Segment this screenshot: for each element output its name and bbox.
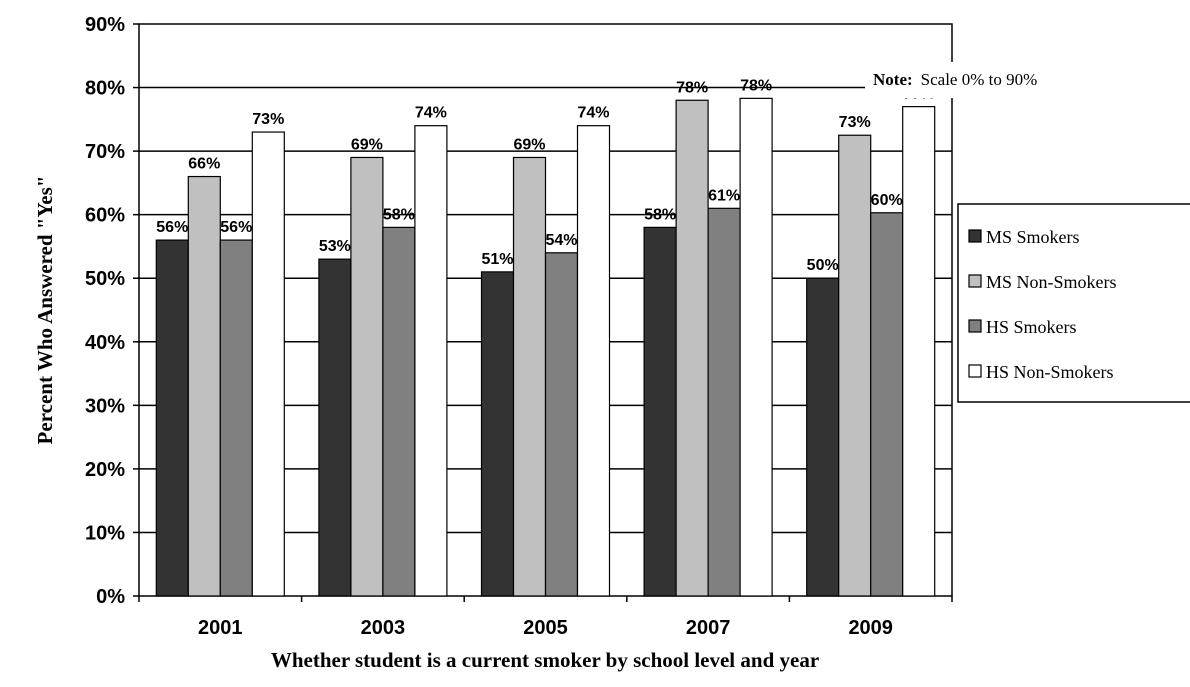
data-label: 51% [481, 251, 513, 268]
bar [480, 271, 515, 597]
data-label: 73% [839, 114, 871, 131]
bar [350, 156, 384, 597]
data-label: 56% [220, 219, 252, 236]
bar [675, 99, 709, 597]
bar [512, 156, 547, 597]
y-tick-label: 40% [85, 332, 125, 354]
bar [318, 258, 352, 597]
data-label: 66% [188, 156, 220, 173]
data-label: 58% [383, 206, 415, 223]
note-box: Note: Scale 0% to 90% [865, 62, 1125, 98]
legend-swatch [968, 274, 982, 288]
data-label: 50% [807, 257, 839, 274]
data-label: 69% [351, 136, 383, 153]
data-label: 73% [252, 111, 284, 128]
x-tick-label: 2003 [361, 617, 406, 639]
svg-text:Note:Scale 0% to 90%: Note: Scale 0% to 90% [873, 70, 1037, 89]
legend-swatch [968, 364, 982, 378]
x-tick-label: 2005 [523, 617, 568, 639]
x-tick-label: 2007 [686, 617, 731, 639]
bar [643, 226, 677, 597]
legend-swatch [968, 229, 982, 243]
bar [838, 134, 872, 597]
note-text: Scale 0% to 90% [921, 70, 1038, 89]
data-labels: 56% 66% 56% 73% 53% 69% 58% 74% 51% 69% 54% 74% 58% 7… [156, 77, 934, 274]
data-label: 78% [740, 77, 772, 94]
bars [155, 97, 936, 597]
bar [414, 125, 448, 597]
note-label: Note: [873, 70, 913, 89]
legend: MS Smokers MS Non-Smokers HS Smokers HS Non… [957, 203, 1190, 403]
bar [155, 239, 189, 597]
y-tick-label: 30% [85, 395, 125, 417]
y-tick-label: 60% [85, 205, 125, 227]
x-axis-title: Whether student is a current smoker by s… [271, 648, 819, 672]
legend-label: MS Non-Smokers [986, 272, 1117, 292]
y-tick-label: 70% [85, 141, 125, 163]
legend-swatch [968, 319, 982, 333]
bar [870, 212, 904, 597]
data-label: 61% [708, 187, 740, 204]
x-tick-label: 2001 [198, 617, 243, 639]
y-axis: 0% 10% 20% 30% 40% 50% 60% 70% 80% 90% [85, 14, 139, 608]
data-label: 53% [319, 238, 351, 255]
y-tick-label: 20% [85, 459, 125, 481]
x-axis: 2001 2003 2005 2007 2009 [138, 596, 953, 639]
data-label: 58% [644, 206, 676, 223]
legend-label: MS Smokers [986, 227, 1080, 247]
y-axis-title: Percent Who Answered "Yes" [33, 176, 57, 445]
legend-label: HS Smokers [986, 317, 1077, 337]
data-label: 69% [513, 136, 545, 153]
y-tick-label: 50% [85, 268, 125, 290]
bar [576, 125, 611, 597]
data-label: 54% [545, 232, 577, 249]
bar [739, 97, 773, 597]
y-tick-label: 90% [85, 14, 125, 36]
bar [544, 252, 579, 597]
data-label: 78% [676, 79, 708, 96]
legend-label: HS Non-Smokers [986, 362, 1114, 382]
data-label: 74% [415, 105, 447, 122]
y-tick-label: 10% [85, 522, 125, 544]
bar [707, 207, 741, 597]
data-label: 74% [577, 105, 609, 122]
y-tick-label: 0% [96, 586, 125, 608]
data-label: 56% [156, 219, 188, 236]
bar [187, 175, 221, 597]
bar [382, 226, 416, 597]
data-label: 60% [871, 192, 903, 209]
bar [251, 131, 285, 597]
bar [219, 239, 253, 597]
x-tick-label: 2009 [848, 617, 893, 639]
bar [902, 106, 936, 597]
bar [806, 277, 840, 597]
y-tick-label: 80% [85, 78, 125, 100]
legend-box [957, 203, 1190, 403]
